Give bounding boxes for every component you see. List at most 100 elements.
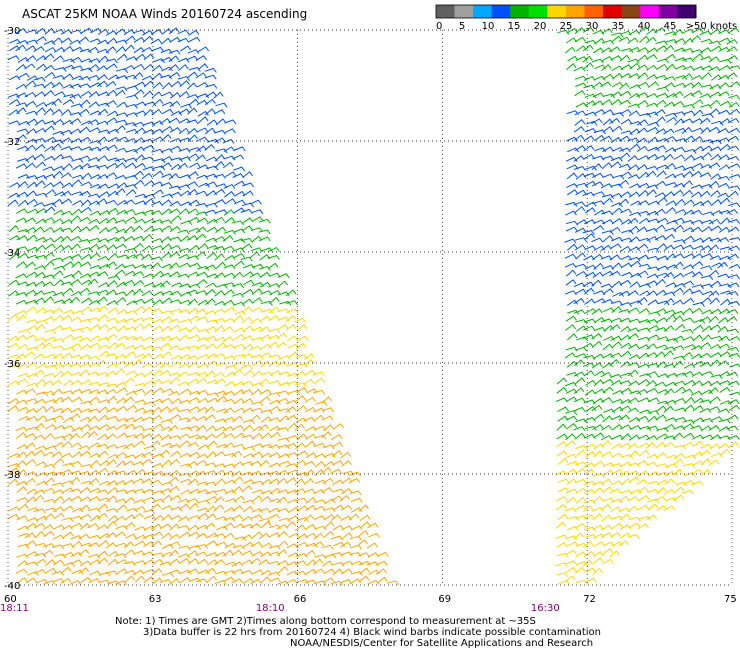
wind-barb bbox=[250, 578, 262, 585]
wind-barb bbox=[97, 550, 108, 558]
wind-barb bbox=[664, 31, 677, 36]
wind-barb bbox=[178, 253, 191, 259]
wind-barb bbox=[312, 389, 326, 395]
wind-barb bbox=[674, 82, 687, 88]
wind-barb bbox=[116, 504, 128, 512]
wind-barb bbox=[574, 377, 586, 385]
wind-barb bbox=[331, 495, 343, 502]
wind-barb bbox=[197, 499, 211, 505]
wind-barb bbox=[62, 163, 73, 171]
wind-barb bbox=[250, 514, 263, 520]
wind-barb bbox=[159, 579, 172, 584]
wind-barb bbox=[115, 68, 129, 74]
lon-label: 75 bbox=[724, 594, 737, 605]
wind-barb bbox=[223, 272, 236, 278]
wind-barb bbox=[133, 388, 146, 394]
wind-barb bbox=[97, 108, 109, 116]
wind-barb bbox=[214, 325, 225, 333]
wind-barb bbox=[268, 246, 280, 252]
wind-barb bbox=[134, 162, 146, 169]
wind-barb bbox=[610, 98, 622, 106]
wind-barb bbox=[708, 162, 721, 169]
wind-barb bbox=[628, 516, 641, 522]
wind-barb bbox=[585, 577, 597, 583]
wind-barb bbox=[620, 372, 633, 378]
wind-barb bbox=[96, 524, 109, 531]
wind-barb bbox=[259, 271, 271, 279]
wind-barb bbox=[196, 217, 209, 223]
wind-barb bbox=[583, 526, 597, 532]
wind-barb bbox=[609, 358, 620, 367]
wind-barb bbox=[638, 449, 650, 457]
wind-barb bbox=[647, 397, 660, 403]
wind-barb bbox=[222, 326, 234, 333]
wind-barb bbox=[61, 390, 74, 395]
wind-barb bbox=[70, 235, 82, 242]
time-label: 18:10 bbox=[256, 603, 285, 614]
wind-barb bbox=[646, 165, 659, 171]
wind-barb bbox=[349, 544, 363, 550]
wind-barb bbox=[97, 238, 109, 243]
wind-barb bbox=[296, 579, 309, 584]
wind-barb bbox=[333, 504, 345, 511]
wind-barb bbox=[557, 478, 570, 484]
wind-barb bbox=[152, 353, 165, 360]
wind-barb bbox=[657, 300, 670, 306]
wind-barb bbox=[178, 156, 191, 162]
wind-barb bbox=[681, 126, 693, 134]
wind-barb bbox=[188, 147, 202, 152]
wind-barb bbox=[629, 143, 641, 151]
wind-barb bbox=[15, 163, 28, 169]
wind-barb bbox=[267, 255, 280, 260]
wind-barb bbox=[629, 128, 641, 135]
wind-barb bbox=[153, 336, 165, 342]
wind-barb bbox=[701, 65, 714, 71]
wind-barb bbox=[161, 472, 174, 478]
wind-barb bbox=[295, 552, 308, 558]
wind-barb bbox=[629, 424, 642, 430]
wind-barb bbox=[619, 135, 631, 142]
wind-barb bbox=[35, 307, 47, 314]
wind-barb bbox=[611, 207, 623, 215]
wind-barb bbox=[657, 479, 669, 485]
wind-barb bbox=[684, 380, 696, 386]
wind-barb bbox=[177, 64, 189, 71]
wind-barb bbox=[134, 399, 147, 405]
wind-barb bbox=[574, 523, 587, 529]
wind-barb bbox=[132, 359, 143, 367]
wind-barb bbox=[232, 424, 244, 431]
wind-barb bbox=[168, 485, 180, 493]
wind-barb bbox=[87, 291, 101, 297]
wind-barb bbox=[629, 211, 642, 217]
wind-barb bbox=[33, 369, 45, 377]
wind-barb bbox=[114, 531, 126, 538]
wind-barb bbox=[97, 336, 110, 342]
wind-barb bbox=[80, 431, 92, 439]
wind-barb bbox=[52, 534, 65, 540]
wind-barb bbox=[565, 346, 578, 352]
wind-barb bbox=[224, 381, 236, 387]
wind-barb bbox=[645, 380, 657, 387]
wind-barb bbox=[555, 470, 568, 476]
wind-barb bbox=[232, 368, 244, 376]
wind-barb bbox=[80, 542, 93, 548]
wind-barb bbox=[701, 236, 713, 243]
wind-barb bbox=[682, 264, 694, 270]
wind-barb bbox=[619, 405, 632, 412]
wind-barb bbox=[169, 71, 181, 79]
wind-barb bbox=[89, 252, 101, 260]
lat-label: -38 bbox=[4, 470, 20, 481]
wind-barb bbox=[242, 578, 255, 584]
wind-barb bbox=[242, 298, 253, 305]
wind-barb bbox=[297, 335, 309, 342]
wind-barb bbox=[628, 46, 641, 52]
wind-barb bbox=[204, 108, 216, 116]
wind-barb bbox=[701, 219, 714, 225]
wind-barb bbox=[231, 470, 243, 477]
wind-barb bbox=[630, 489, 642, 495]
wind-barb bbox=[178, 408, 191, 414]
wind-barb bbox=[664, 163, 676, 170]
wind-barb bbox=[602, 469, 614, 476]
wind-barb bbox=[610, 161, 622, 168]
wind-barb bbox=[592, 473, 605, 478]
